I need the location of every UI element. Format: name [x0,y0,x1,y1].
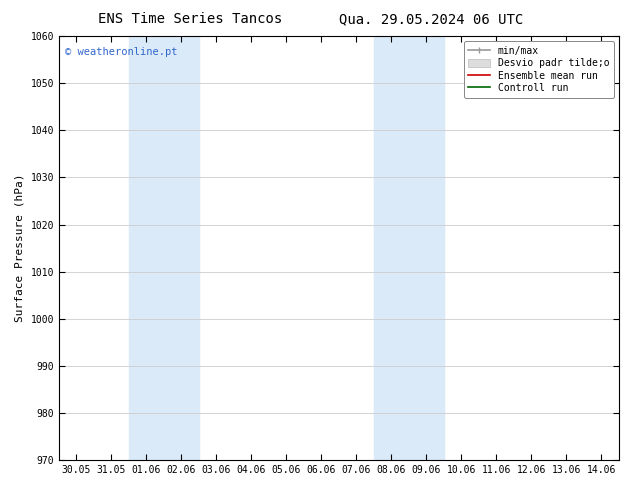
Bar [129,36,199,460]
Text: © weatheronline.pt: © weatheronline.pt [65,47,177,57]
Legend: min/max, Desvio padr tilde;o, Ensemble mean run, Controll run: min/max, Desvio padr tilde;o, Ensemble m… [463,41,614,98]
Text: Qua. 29.05.2024 06 UTC: Qua. 29.05.2024 06 UTC [339,12,523,26]
Text: ENS Time Series Tancos: ENS Time Series Tancos [98,12,282,26]
Y-axis label: Surface Pressure (hPa): Surface Pressure (hPa) [15,174,25,322]
Bar [374,36,444,460]
